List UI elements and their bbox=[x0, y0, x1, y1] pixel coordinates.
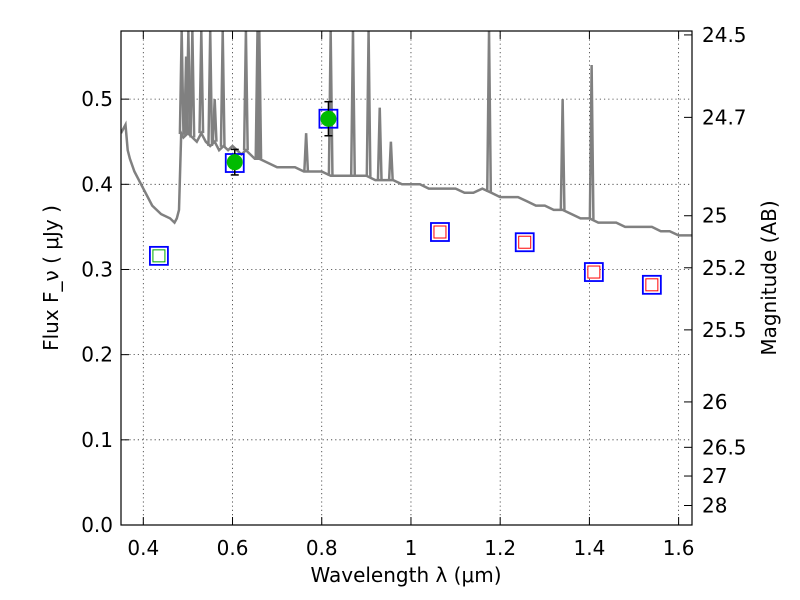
x-tick-label: 1 bbox=[405, 536, 418, 560]
emission-line-spike bbox=[211, 99, 218, 142]
upper-limit-square bbox=[518, 235, 532, 249]
model-photometry-square bbox=[583, 262, 604, 282]
y-tick-label: 0.2 bbox=[81, 343, 113, 367]
y2-tick-label: 25 bbox=[702, 204, 727, 228]
emission-line-spike bbox=[349, 31, 357, 176]
x-ticks-layer: 0.4 0.6 0.8 1 1.2 1.4 1.6 bbox=[127, 31, 695, 560]
grid-layer bbox=[121, 31, 692, 526]
x-axis-title: Wavelength λ (μm) bbox=[310, 563, 501, 587]
y-tick-label: 0.3 bbox=[81, 257, 113, 281]
y2-tick-label: 25.2 bbox=[702, 256, 747, 280]
emission-line-spike bbox=[178, 31, 185, 135]
upper-limit-square bbox=[645, 278, 659, 292]
emission-line-spike bbox=[559, 99, 566, 210]
model-photometry-square bbox=[514, 232, 535, 253]
y2-tick-label: 26.5 bbox=[702, 435, 747, 459]
x-tick-label: 1.2 bbox=[484, 536, 516, 560]
y2-tick-label: 27 bbox=[702, 464, 727, 488]
emission-line-spike bbox=[387, 141, 394, 181]
model-photometry-square bbox=[430, 222, 450, 242]
y-tick-label: 0.5 bbox=[81, 87, 113, 111]
spectrum-line bbox=[121, 120, 692, 237]
emission-line-spike bbox=[303, 133, 310, 172]
x-tick-label: 0.6 bbox=[217, 536, 249, 560]
emission-line-spike bbox=[588, 65, 595, 220]
spectrum-layer bbox=[121, 31, 692, 237]
emission-line-spike bbox=[242, 31, 249, 151]
x-tick-label: 1.6 bbox=[663, 536, 695, 560]
emission-line-spike bbox=[485, 31, 493, 192]
y2-tick-label: 26 bbox=[702, 390, 727, 414]
markers-layer bbox=[149, 100, 662, 295]
y2-tick-label: 25.5 bbox=[702, 318, 747, 342]
y-tick-label: 0.1 bbox=[81, 428, 113, 452]
y-ticks-layer: 0.0 0.1 0.2 0.3 0.4 0.5 bbox=[81, 87, 129, 537]
y2-tick-label: 24.7 bbox=[702, 105, 747, 129]
y2-tick-label: 28 bbox=[702, 493, 727, 517]
observed-flux-point bbox=[226, 154, 243, 171]
observed-flux-point bbox=[320, 110, 337, 127]
model-photometry-square bbox=[641, 274, 662, 295]
emission-line-spike bbox=[198, 31, 205, 134]
emission-line-spike bbox=[256, 31, 263, 159]
y2-ticks-layer: 24.5 24.7 25 25.2 25.5 26 26.5 27 28 bbox=[684, 23, 747, 517]
emission-line-spike bbox=[189, 31, 196, 138]
plot-frame bbox=[120, 30, 693, 526]
model-photometry-square bbox=[149, 245, 169, 266]
emission-line-spike bbox=[376, 107, 383, 181]
emission-line-spike bbox=[219, 31, 226, 147]
y-axis-title: Flux F_ν ( μJy ) bbox=[39, 205, 63, 351]
emission-line-spike bbox=[207, 31, 214, 147]
upper-limit-square bbox=[433, 225, 447, 239]
upper-limit-square bbox=[587, 265, 601, 279]
y2-axis-title: Magnitude (AB) bbox=[757, 200, 781, 355]
y-tick-label: 0.4 bbox=[81, 172, 113, 196]
y-tick-label: 0.0 bbox=[81, 513, 113, 537]
emission-line-spike bbox=[185, 31, 192, 134]
x-tick-label: 0.8 bbox=[306, 536, 338, 560]
y2-tick-label: 24.5 bbox=[702, 23, 747, 47]
x-tick-label: 0.4 bbox=[127, 536, 159, 560]
upper-limit-square bbox=[152, 249, 166, 263]
emission-line-spike bbox=[365, 31, 372, 177]
emission-line-spike bbox=[327, 31, 334, 176]
x-tick-label: 1.4 bbox=[573, 536, 605, 560]
